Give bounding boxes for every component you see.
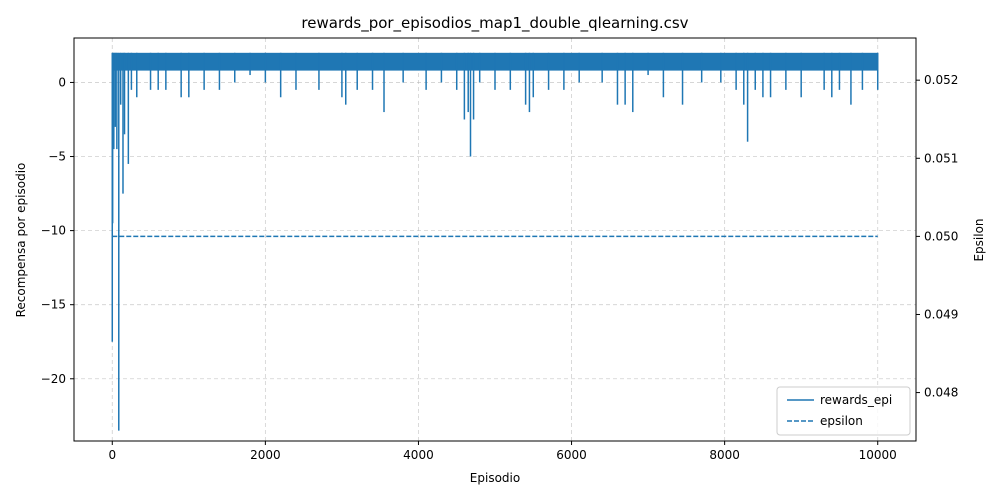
y-tick-label: −10 bbox=[41, 224, 66, 238]
x-axis-title: Episodio bbox=[470, 471, 520, 485]
y2-tick-label: 0.048 bbox=[924, 386, 958, 400]
y-tick-label: −5 bbox=[48, 150, 66, 164]
legend: rewards_epi epsilon bbox=[776, 386, 911, 436]
grid bbox=[74, 38, 916, 441]
y-axis-ticks: 0 −5 −10 −15 −20 bbox=[41, 75, 74, 386]
y-axis-title: Recompensa por episodio bbox=[14, 163, 28, 318]
x-tick-label: 10000 bbox=[859, 448, 897, 462]
plot-frame bbox=[73, 37, 917, 442]
y2-tick-label: 0.050 bbox=[924, 229, 958, 243]
series-layer bbox=[111, 52, 879, 431]
x-tick-label: 6000 bbox=[556, 448, 587, 462]
x-tick-label: 0 bbox=[108, 448, 116, 462]
y2-tick-label: 0.049 bbox=[924, 307, 958, 321]
x-axis-ticks: 0 2000 4000 6000 8000 10000 bbox=[108, 441, 897, 462]
y-tick-label: −20 bbox=[41, 372, 66, 386]
chart-title: rewards_por_episodios_map1_double_qlearn… bbox=[301, 14, 688, 33]
y2-axis-ticks: 0.048 0.049 0.050 0.051 0.052 bbox=[916, 73, 958, 400]
x-tick-label: 4000 bbox=[403, 448, 434, 462]
legend-label-rewards: rewards_epi bbox=[820, 393, 892, 407]
y2-tick-label: 0.052 bbox=[924, 73, 958, 87]
y-tick-label: −15 bbox=[41, 298, 66, 312]
y-tick-label: 0 bbox=[58, 75, 66, 89]
y2-axis-title: Epsilon bbox=[972, 218, 986, 261]
legend-box bbox=[776, 386, 911, 436]
y2-tick-label: 0.051 bbox=[924, 151, 958, 165]
x-tick-label: 8000 bbox=[709, 448, 740, 462]
x-tick-label: 2000 bbox=[250, 448, 281, 462]
legend-label-epsilon: epsilon bbox=[820, 414, 863, 428]
